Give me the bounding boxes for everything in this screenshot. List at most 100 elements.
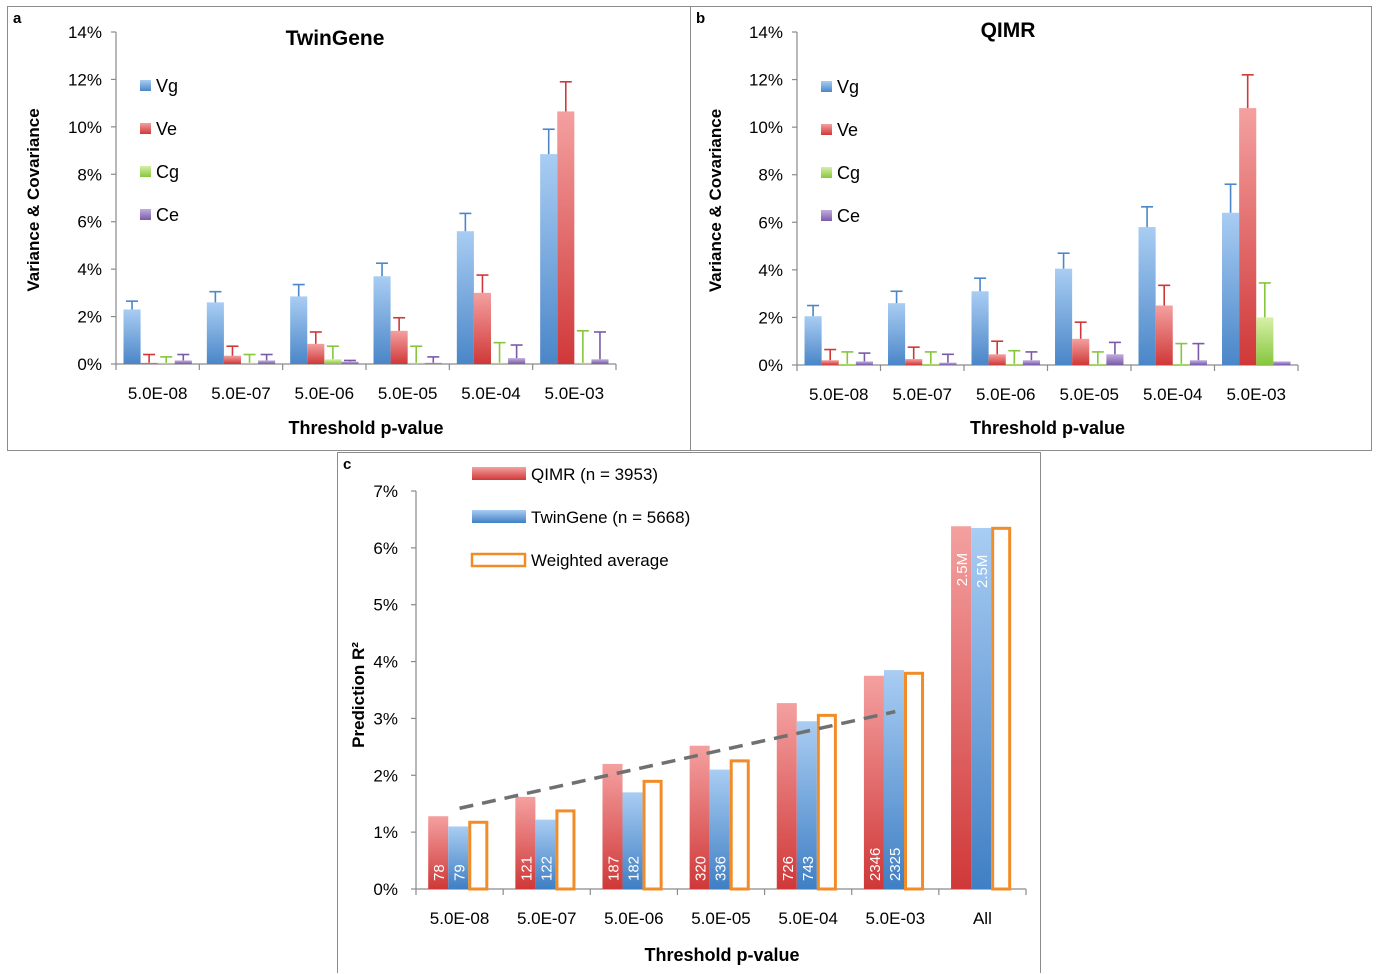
y-tick-label: 0% — [373, 880, 398, 899]
bar-cg-1 — [922, 363, 940, 365]
bar-cg-0 — [157, 362, 175, 364]
bar-ce-0 — [174, 360, 192, 364]
x-axis-label: Threshold p-value — [970, 418, 1125, 438]
bar-cg-4 — [491, 362, 509, 364]
bar-label-twingene-n-5668-2: 182 — [626, 856, 643, 881]
bar-vg-4 — [456, 231, 474, 364]
x-tick-label-all: All — [973, 909, 992, 928]
bar-ve-0 — [821, 360, 839, 365]
bar-ce-4 — [508, 358, 526, 364]
chart-title: TwinGene — [286, 27, 385, 50]
x-axis-label: Threshold p-value — [644, 945, 799, 965]
bar-vg-5 — [1222, 212, 1240, 365]
bar-ce-4 — [1189, 360, 1207, 365]
legend-swatch-twingene-n-5668 — [472, 510, 526, 523]
bar-ve-4 — [473, 292, 491, 364]
y-tick-label: 0% — [77, 355, 102, 374]
bar-label-qimr-n-3953-1: 121 — [518, 856, 535, 881]
bar-label-qimr-n-3953-3: 320 — [693, 856, 710, 881]
y-tick-label: 1% — [373, 823, 398, 842]
bar-label-qimr-n-3953-5: 2346 — [867, 848, 884, 881]
panel-letter-c: c — [343, 456, 351, 473]
panel-a-twingene: a TwinGene 0% 2% 4% 6% 8% 10% 12% 14% Variance & … — [7, 6, 691, 451]
legend-label-weighted-average: Weighted average — [531, 551, 669, 570]
bar-ve-2 — [307, 343, 325, 364]
x-tick-label-5-0e-07: 5.0E-07 — [892, 385, 952, 404]
bar-label-qimr-n-3953-4: 726 — [780, 856, 797, 881]
y-tick-label: 4% — [77, 260, 102, 279]
legend-label-ve: Ve — [837, 120, 858, 140]
x-tick-label-5-0e-07: 5.0E-07 — [211, 384, 271, 403]
bar-cg-4 — [1172, 363, 1190, 365]
bar-ce-3 — [424, 362, 442, 364]
y-tick-label: 6% — [373, 539, 398, 558]
y-tick-label: 14% — [68, 23, 102, 42]
bar-twingene-n-5668-5 — [883, 670, 904, 889]
bar-weighted-average-4 — [816, 713, 837, 891]
bar-weighted-average-0 — [468, 820, 489, 891]
bar-qimr-n-3953-0 — [428, 816, 449, 889]
chart-c-svg: c 0% 1% 2% 3% 4% 5% 6% 7% Prediction R² Threshold… — [343, 456, 1027, 965]
bar-cg-2 — [324, 359, 342, 364]
bar-twingene-n-5668-6 — [971, 527, 992, 889]
legend-swatch-vg — [821, 81, 832, 92]
bar-weighted-average-1 — [555, 809, 576, 891]
x-tick-label-5-0e-03: 5.0E-03 — [545, 384, 605, 403]
panel-c-prediction: c 0% 1% 2% 3% 4% 5% 6% 7% Prediction R² Threshold… — [337, 452, 1041, 973]
x-tick-label-5-0e-06: 5.0E-06 — [604, 909, 664, 928]
bar-cg-5 — [1256, 317, 1274, 365]
chart-a-svg: a TwinGene 0% 2% 4% 6% 8% 10% 12% 14% Variance & … — [13, 10, 617, 438]
legend-label-twingene-n-5668: TwinGene (n = 5668) — [531, 508, 690, 527]
bar-twingene-n-5668-1 — [535, 819, 556, 889]
bar-weighted-average-6 — [991, 526, 1012, 891]
bar-ce-5 — [1273, 361, 1291, 365]
bar-qimr-n-3953-2 — [602, 763, 623, 889]
bar-twingene-n-5668-3 — [709, 769, 730, 889]
bar-weighted-average-3 — [729, 759, 750, 891]
bar-qimr-n-3953-6 — [951, 526, 972, 889]
bar-vg-1 — [888, 303, 906, 365]
bar-qimr-n-3953-1 — [515, 796, 536, 889]
y-axis-label: Variance & Covariance — [24, 108, 43, 291]
y-tick-label: 2% — [758, 308, 783, 327]
legend-swatch-cg — [140, 166, 151, 177]
legend-label-ve: Ve — [156, 119, 177, 139]
bar-vg-3 — [373, 276, 391, 364]
y-tick-label: 0% — [758, 356, 783, 375]
legend-label-cg: Cg — [156, 162, 179, 182]
bar-ce-2 — [341, 361, 359, 364]
bar-label-twingene-n-5668-4: 743 — [800, 856, 817, 881]
trendline — [459, 709, 896, 810]
legend-swatch-ve — [821, 124, 832, 135]
legend-label-qimr-n-3953: QIMR (n = 3953) — [531, 465, 658, 484]
x-tick-label-5-0e-03: 5.0E-03 — [866, 909, 926, 928]
bar-ce-1 — [939, 362, 957, 365]
x-tick-label-5-0e-07: 5.0E-07 — [517, 909, 577, 928]
x-tick-label-5-0e-05: 5.0E-05 — [378, 384, 438, 403]
bar-ve-1 — [223, 355, 241, 364]
bar-ve-5 — [1239, 108, 1257, 365]
bar-label-twingene-n-5668-0: 79 — [451, 864, 468, 881]
x-tick-label-5-0e-08: 5.0E-08 — [809, 385, 869, 404]
bar-vg-2 — [971, 291, 989, 365]
bar-twingene-n-5668-2 — [622, 792, 643, 889]
panel-letter-a: a — [13, 10, 22, 27]
y-tick-label: 3% — [373, 709, 398, 728]
chart-title: QIMR — [981, 19, 1036, 42]
bar-weighted-average-2 — [642, 779, 663, 891]
bar-label-twingene-n-5668-6: 2.5M — [974, 555, 991, 588]
y-tick-label: 12% — [68, 70, 102, 89]
x-tick-label-5-0e-04: 5.0E-04 — [461, 384, 521, 403]
x-tick-label-5-0e-04: 5.0E-04 — [1143, 385, 1203, 404]
bar-ce-2 — [1022, 360, 1040, 365]
bar-ce-3 — [1106, 354, 1124, 365]
bar-label-qimr-n-3953-0: 78 — [431, 864, 448, 881]
legend-swatch-qimr-n-3953 — [472, 467, 526, 480]
y-axis-label: Variance & Covariance — [706, 109, 725, 292]
bar-twingene-n-5668-0 — [448, 826, 469, 889]
bar-vg-3 — [1055, 268, 1073, 365]
y-tick-label: 2% — [77, 308, 102, 327]
bar-ve-0 — [140, 362, 158, 364]
y-tick-label: 10% — [749, 118, 783, 137]
bar-weighted-average-5 — [904, 671, 925, 891]
